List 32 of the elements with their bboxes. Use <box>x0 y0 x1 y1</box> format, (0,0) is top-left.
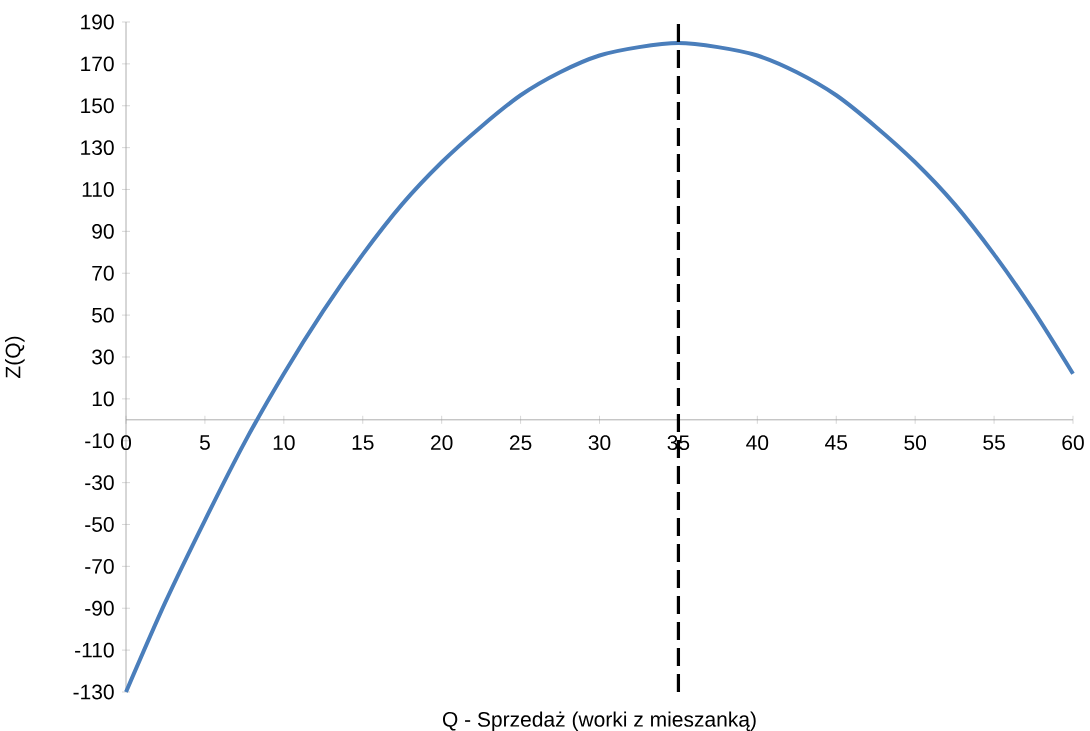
y-tick-label: 10 <box>92 391 114 407</box>
y-tick-label: 170 <box>81 56 114 72</box>
x-tick-label: 45 <box>825 435 848 450</box>
y-tick-label: -90 <box>85 600 114 616</box>
x-tick-label: 30 <box>588 435 611 451</box>
x-tick-label: 55 <box>983 435 1005 450</box>
y-tick-label: 90 <box>92 223 114 239</box>
x-tick-label: 40 <box>746 435 769 451</box>
x-tick-label: 10 <box>273 435 295 451</box>
y-tick-label: 130 <box>81 140 114 156</box>
x-tick-label: 35 <box>667 435 690 451</box>
x-tick-label: 0 <box>120 435 132 451</box>
y-tick-label: -10 <box>85 433 114 449</box>
y-tick-label: 190 <box>81 14 114 30</box>
x-tick-label: 60 <box>1062 435 1084 451</box>
y-tick-label: -130 <box>73 684 114 700</box>
x-axis-title: Q - Sprzedaż (worki z mieszanką) <box>442 711 756 731</box>
x-tick-label: 25 <box>509 435 532 451</box>
x-tick-label: 5 <box>199 435 210 450</box>
y-tick-label: 70 <box>92 265 114 281</box>
y-tick-label: 50 <box>92 307 114 323</box>
x-tick-label: 15 <box>352 435 374 450</box>
x-tick-label: 20 <box>431 435 453 451</box>
y-axis-title: Z(Q) <box>5 336 25 378</box>
y-tick-label: -50 <box>85 517 114 532</box>
y-tick-label: -70 <box>85 558 114 574</box>
y-tick-label: 150 <box>81 98 114 114</box>
x-tick-label: 50 <box>904 435 927 451</box>
y-tick-label: 110 <box>82 182 114 197</box>
y-tick-label: 30 <box>92 349 114 365</box>
y-tick-label: -110 <box>75 642 114 658</box>
y-tick-label: -30 <box>85 475 114 491</box>
